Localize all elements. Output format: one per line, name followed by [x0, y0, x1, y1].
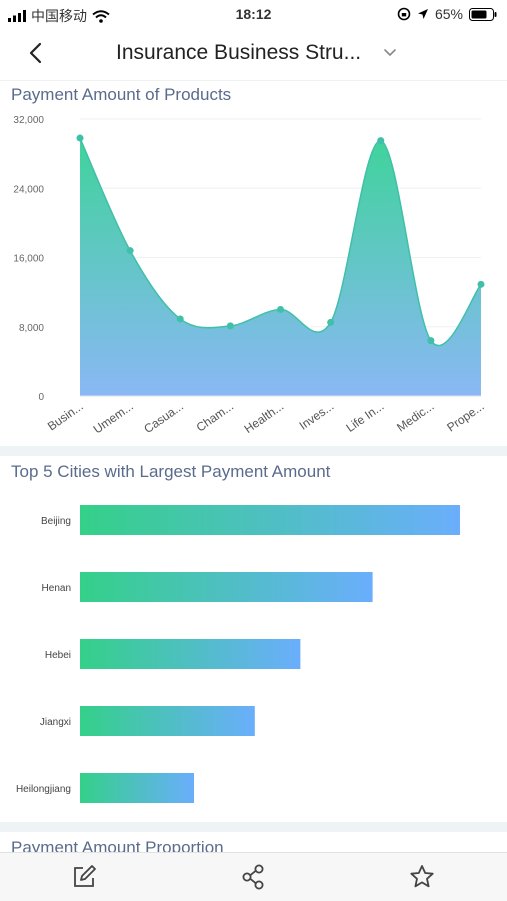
y-tick-label: 24,000	[13, 184, 44, 195]
signal-icon	[8, 10, 26, 22]
status-bar: 中国移动 18:12 65%	[0, 0, 507, 28]
bar-label: Hebei	[45, 650, 71, 661]
products-chart-title: Payment Amount of Products	[11, 85, 232, 104]
location-icon	[417, 9, 428, 19]
bar-henan[interactable]	[80, 572, 373, 602]
status-carrier: 中国移动	[8, 6, 110, 26]
y-tick-label: 8,000	[19, 323, 44, 334]
battery-percent: 65%	[434, 6, 463, 22]
battery-icon	[469, 7, 497, 21]
edit-icon[interactable]	[70, 863, 98, 891]
bar-label: Heilongjiang	[16, 784, 71, 795]
cities-chart-title: Top 5 Cities with Largest Payment Amount	[11, 462, 331, 481]
x-tick-label: Prope...	[444, 399, 486, 435]
bottom-toolbar	[0, 852, 507, 901]
nav-bar: Insurance Business Stru...	[0, 28, 507, 81]
x-tick-label: Inves...	[297, 399, 337, 433]
data-point-3[interactable]	[176, 315, 184, 323]
data-point-1[interactable]	[76, 134, 84, 142]
x-tick-label: Casua...	[141, 399, 186, 436]
cities-bar-chart: Beijing Henan Hebei Jiangxi Heilongjiang	[16, 505, 460, 803]
y-tick-label: 32,000	[13, 115, 44, 126]
bar-beijing[interactable]	[80, 505, 460, 535]
x-tick-label: Health...	[242, 399, 287, 436]
chevron-down-icon[interactable]	[383, 46, 397, 58]
y-tick-label: 0	[38, 392, 44, 403]
status-right: 65%	[397, 6, 497, 22]
data-point-2[interactable]	[126, 247, 134, 255]
lock-rotation-icon	[397, 7, 411, 21]
share-icon[interactable]	[240, 863, 268, 891]
bar-jiangxi[interactable]	[80, 706, 255, 736]
bar-label: Henan	[42, 583, 71, 594]
data-point-6[interactable]	[327, 318, 335, 326]
area-series-line	[79, 137, 482, 346]
star-icon[interactable]	[408, 863, 436, 891]
page-title[interactable]: Insurance Business Stru...	[116, 41, 362, 64]
data-point-7[interactable]	[377, 137, 385, 145]
status-time: 18:12	[235, 6, 272, 22]
bar-hebei[interactable]	[80, 639, 301, 669]
bar-label: Jiangxi	[40, 717, 71, 728]
x-tick-label: Umem...	[91, 399, 136, 436]
carrier-name: 中国移动	[31, 8, 87, 24]
data-point-9[interactable]	[477, 280, 485, 288]
section-divider-2	[0, 822, 507, 832]
section-divider	[0, 446, 507, 456]
data-point-5[interactable]	[277, 305, 284, 313]
y-tick-label: 16,000	[13, 254, 44, 265]
back-arrow-icon[interactable]	[24, 40, 50, 66]
x-tick-label: Busin...	[45, 399, 86, 433]
x-tick-label: Medic...	[394, 399, 436, 435]
wifi-icon	[92, 9, 110, 23]
bar-label: Beijing	[41, 516, 71, 527]
data-point-8[interactable]	[427, 337, 435, 345]
bar-heilongjiang[interactable]	[80, 773, 194, 803]
x-tick-label: Life In...	[343, 399, 386, 435]
x-tick-label: Cham...	[194, 399, 236, 435]
area-fill	[80, 138, 481, 396]
data-point-4[interactable]	[226, 322, 234, 330]
